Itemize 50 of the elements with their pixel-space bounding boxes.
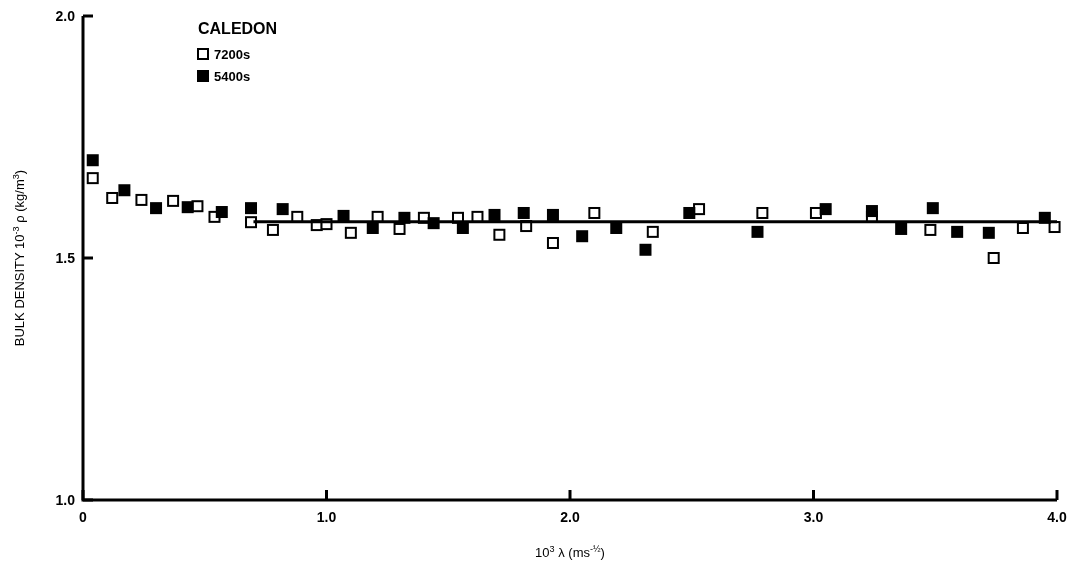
point bbox=[546, 208, 559, 221]
point bbox=[118, 184, 131, 197]
y-tick-label: 1.0 bbox=[55, 492, 76, 508]
point bbox=[517, 206, 530, 219]
point bbox=[1048, 221, 1061, 234]
point bbox=[266, 223, 279, 236]
x-tick-label: 3.0 bbox=[803, 509, 824, 525]
x-tick-label: 4.0 bbox=[1047, 509, 1067, 525]
point bbox=[106, 191, 119, 204]
point bbox=[344, 226, 357, 239]
point bbox=[493, 228, 506, 241]
point bbox=[982, 226, 995, 239]
point bbox=[924, 223, 937, 236]
point bbox=[276, 203, 289, 216]
point bbox=[865, 205, 878, 218]
point bbox=[926, 202, 939, 215]
point bbox=[546, 237, 559, 249]
point bbox=[393, 222, 406, 235]
point bbox=[683, 206, 696, 219]
legend-label: 5400s bbox=[214, 69, 251, 84]
legend-label: 7200s bbox=[214, 47, 251, 62]
point bbox=[86, 172, 99, 185]
point bbox=[895, 222, 908, 235]
point bbox=[646, 225, 659, 238]
point bbox=[693, 203, 706, 216]
point bbox=[639, 243, 652, 256]
point bbox=[245, 216, 258, 229]
point bbox=[819, 203, 832, 216]
point bbox=[150, 202, 163, 215]
y-tick-label: 1.5 bbox=[55, 250, 76, 266]
x-tick-label: 1.0 bbox=[316, 509, 337, 525]
point bbox=[756, 206, 769, 219]
point bbox=[135, 193, 148, 206]
x-tick-label: 0 bbox=[79, 509, 88, 525]
point bbox=[488, 208, 501, 221]
x-axis-title: 10$^{3}$ λ (ms$^{-½}$) bbox=[535, 544, 605, 560]
point bbox=[245, 202, 258, 215]
point bbox=[167, 194, 180, 207]
point bbox=[751, 225, 764, 238]
legend-title: CALEDON bbox=[198, 20, 278, 37]
x-tick-label: 2.0 bbox=[560, 509, 580, 525]
point bbox=[951, 225, 964, 238]
point bbox=[987, 252, 1000, 264]
point bbox=[215, 206, 228, 219]
point bbox=[576, 230, 589, 243]
point bbox=[181, 201, 194, 214]
point bbox=[86, 154, 99, 167]
point bbox=[809, 206, 822, 219]
point bbox=[588, 206, 601, 219]
y-tick-label: 2.0 bbox=[55, 8, 76, 24]
